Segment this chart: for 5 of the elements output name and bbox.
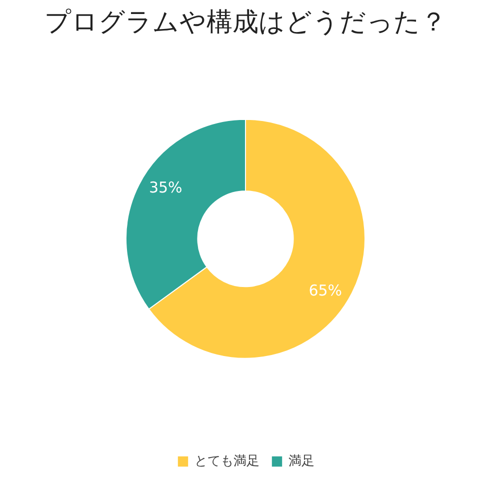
legend-label: とても満足 [194, 453, 260, 470]
legend-label: 満足 [288, 453, 314, 470]
data-label: 35% [148, 178, 182, 196]
chart-title: プログラムや構成はどうだった？ [44, 8, 446, 38]
data-label: 65% [308, 281, 342, 300]
